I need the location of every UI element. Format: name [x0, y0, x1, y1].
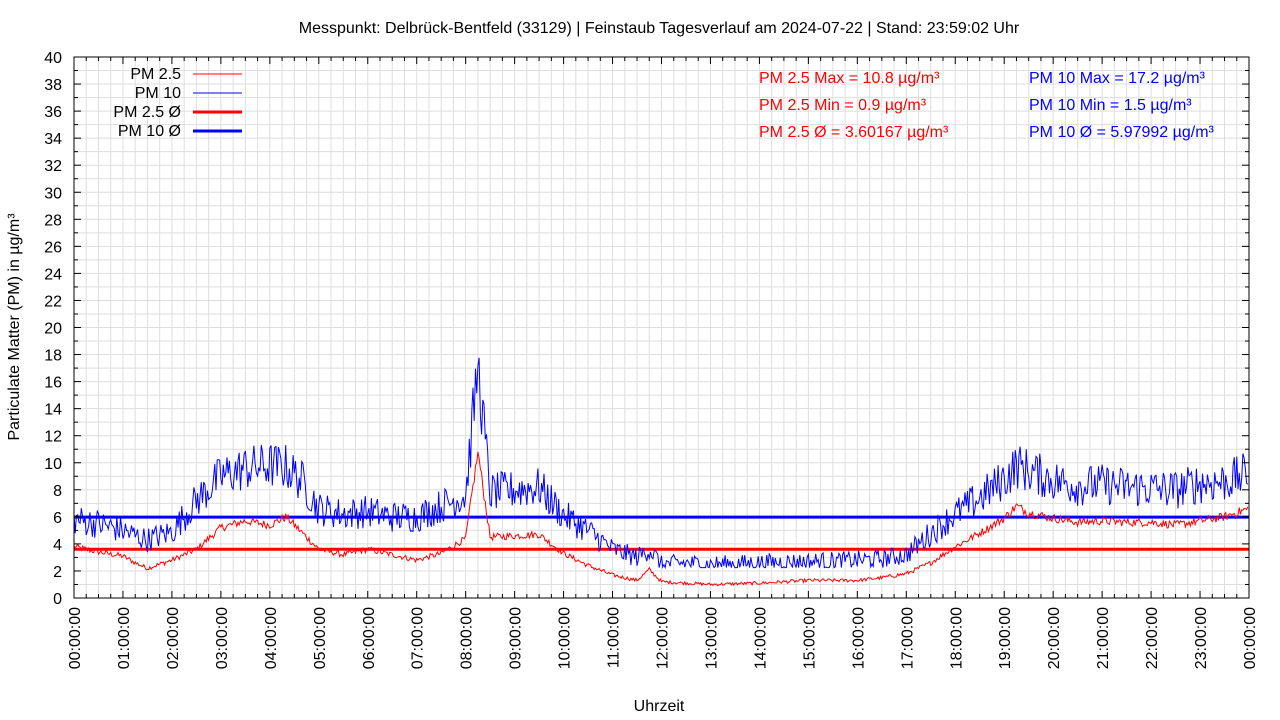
- y-tick-label: 0: [53, 591, 62, 608]
- y-tick-label: 38: [44, 77, 62, 94]
- series-line-pm-2-5: [73, 451, 1249, 587]
- y-tick-label: 26: [44, 239, 62, 256]
- y-tick-label: 16: [44, 375, 62, 392]
- y-tick-label: 30: [44, 185, 62, 202]
- x-tick-label: 08:00:00: [459, 607, 476, 669]
- legend-label-pm25-avg: PM 2.5 Ø: [113, 104, 181, 121]
- pm25-avg-annotation: PM 2.5 Ø = 3.60167 µg/m³: [759, 124, 949, 141]
- pm10-max-annotation: PM 10 Max = 17.2 µg/m³: [1029, 70, 1206, 87]
- x-tick-label: 00:00:00: [67, 607, 84, 669]
- x-tick-label: 09:00:00: [508, 607, 525, 669]
- y-tick-label: 14: [44, 402, 62, 419]
- pm10-avg-annotation: PM 10 Ø = 5.97992 µg/m³: [1029, 124, 1215, 141]
- chart-title: Messpunkt: Delbrück-Bentfeld (33129) | F…: [299, 20, 1020, 37]
- legend: PM 2.5 PM 10 PM 2.5 Ø PM 10 Ø: [113, 66, 242, 140]
- y-tick-label: 2: [53, 564, 62, 581]
- x-tick-label: 12:00:00: [655, 607, 672, 669]
- y-tick-label: 12: [44, 429, 62, 446]
- x-tick-label: 01:00:00: [116, 607, 133, 669]
- x-tick-label: 13:00:00: [703, 607, 720, 669]
- x-tick-label: 05:00:00: [312, 607, 329, 669]
- x-axis-label: Uhrzeit: [634, 698, 685, 715]
- x-tick-label: 20:00:00: [1046, 607, 1063, 669]
- x-tick-label: 00:00:00: [1242, 607, 1259, 669]
- y-tick-label: 20: [44, 321, 62, 338]
- pm25-min-annotation: PM 2.5 Min = 0.9 µg/m³: [759, 97, 927, 114]
- pm25-max-annotation: PM 2.5 Max = 10.8 µg/m³: [759, 70, 940, 87]
- y-tick-label: 36: [44, 104, 62, 121]
- axis-ticks: [73, 56, 1250, 599]
- y-tick-label: 32: [44, 158, 62, 175]
- x-tick-label: 18:00:00: [948, 607, 965, 669]
- x-tick-label: 19:00:00: [997, 607, 1014, 669]
- x-tick-label: 15:00:00: [801, 607, 818, 669]
- x-tick-label: 03:00:00: [214, 607, 231, 669]
- x-tick-label: 11:00:00: [606, 607, 623, 668]
- series-line-pm-10: [73, 357, 1249, 570]
- x-tick-label: 02:00:00: [165, 607, 182, 669]
- series-lines: [73, 357, 1249, 587]
- y-tick-label: 10: [44, 456, 62, 473]
- y-tick-label: 4: [53, 537, 62, 554]
- y-tick-label: 22: [44, 293, 62, 310]
- legend-label-pm25: PM 2.5: [130, 66, 181, 83]
- x-tick-label: 07:00:00: [410, 607, 427, 669]
- x-tick-label: 06:00:00: [361, 607, 378, 669]
- y-axis-label: Particulate Matter (PM) in µg/m³: [6, 213, 23, 441]
- x-tick-label: 21:00:00: [1095, 607, 1112, 669]
- stats-annotations: PM 2.5 Max = 10.8 µg/m³ PM 2.5 Min = 0.9…: [759, 70, 1215, 141]
- y-tick-label: 6: [53, 510, 62, 527]
- legend-label-pm10: PM 10: [135, 85, 181, 102]
- legend-label-pm10-avg: PM 10 Ø: [118, 123, 181, 140]
- x-tick-label: 16:00:00: [850, 607, 867, 669]
- x-tick-label: 23:00:00: [1193, 607, 1210, 669]
- y-tick-label: 40: [44, 50, 62, 67]
- x-tick-label: 14:00:00: [752, 607, 769, 669]
- x-tick-label: 10:00:00: [557, 607, 574, 669]
- y-tick-label: 8: [53, 483, 62, 500]
- x-tick-label: 04:00:00: [263, 607, 280, 669]
- y-tick-label: 28: [44, 212, 62, 229]
- x-tick-label: 22:00:00: [1144, 607, 1161, 669]
- pm10-min-annotation: PM 10 Min = 1.5 µg/m³: [1029, 97, 1192, 114]
- y-tick-label: 18: [44, 348, 62, 365]
- y-tick-label: 34: [44, 131, 62, 148]
- y-tick-label: 24: [44, 266, 62, 283]
- x-tick-label: 17:00:00: [899, 607, 916, 669]
- x-tick-labels: 00:00:00 01:00:00 02:00:00 03:00:00 04:00:00…: [67, 607, 1259, 669]
